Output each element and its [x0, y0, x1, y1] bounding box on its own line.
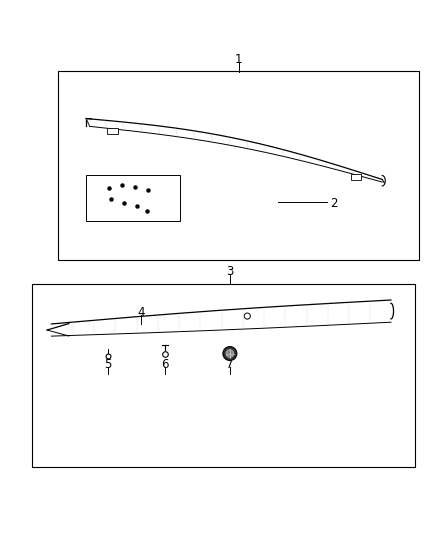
Text: 2: 2 [331, 197, 338, 210]
Text: 5: 5 [104, 358, 112, 371]
Text: 7: 7 [226, 358, 233, 371]
Bar [32, 284, 415, 467]
Circle shape [244, 313, 251, 319]
Bar [86, 175, 180, 221]
Circle shape [223, 346, 237, 360]
Text: 1: 1 [235, 53, 242, 66]
Bar [107, 128, 117, 134]
Text: 3: 3 [226, 265, 233, 278]
Bar [351, 174, 361, 180]
Circle shape [226, 350, 234, 358]
Text: 6: 6 [161, 358, 168, 371]
Text: 4: 4 [137, 306, 145, 319]
Bar [58, 71, 419, 260]
